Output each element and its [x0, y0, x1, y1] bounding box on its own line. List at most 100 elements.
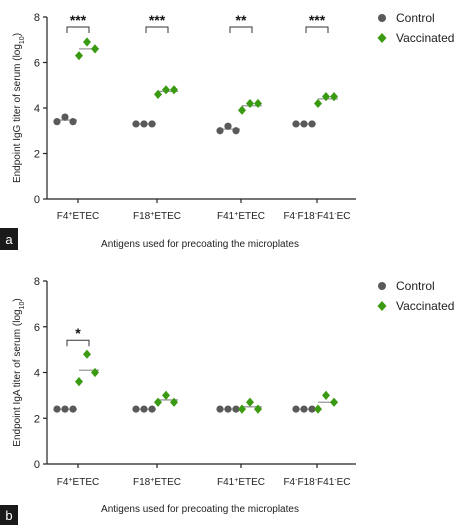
- legend-control-marker: [378, 14, 386, 22]
- significance-label: ***: [70, 12, 87, 28]
- control-point: [148, 405, 156, 413]
- significance-bracket: [66, 26, 90, 33]
- control-point: [216, 405, 224, 413]
- panel-badge-label: b: [5, 508, 12, 523]
- x-tick-label: F41+ETEC: [217, 211, 265, 223]
- x-tick-text: F41: [317, 211, 335, 222]
- x-tick-text: F4: [57, 477, 69, 488]
- legend-vaccinated-label: Vaccinated: [396, 299, 454, 313]
- control-point: [132, 405, 140, 413]
- x-tick-superscript: +: [234, 477, 238, 484]
- x-tick-text: F41: [217, 477, 235, 488]
- control-point: [232, 405, 240, 413]
- vaccinated-point: [75, 377, 83, 387]
- control-point: [69, 405, 77, 413]
- x-tick-label: F18+ETEC: [133, 477, 181, 489]
- control-point: [140, 120, 148, 128]
- vaccinated-point: [246, 397, 254, 407]
- significance-label: *: [75, 325, 81, 341]
- y-tick-label: 8: [34, 276, 40, 288]
- x-tick-superscript: -: [295, 477, 298, 484]
- significance-label: **: [236, 12, 247, 28]
- control-point: [53, 118, 61, 126]
- x-tick-label: F4+ETEC: [57, 477, 99, 489]
- vaccinated-point: [322, 390, 330, 400]
- x-tick-superscript: -: [334, 211, 337, 218]
- control-point: [232, 127, 240, 135]
- panel-badge: [0, 228, 18, 250]
- vaccinated-point: [330, 397, 338, 407]
- x-tick-text: F4: [283, 477, 295, 488]
- vaccinated-point: [162, 85, 170, 95]
- x-tick-text: ETEC: [238, 211, 265, 222]
- legend-control-marker: [378, 282, 386, 290]
- significance-bracket: [229, 26, 253, 33]
- x-tick-superscript: +: [68, 211, 72, 218]
- control-point: [61, 405, 69, 413]
- x-tick-text: F18: [297, 477, 315, 488]
- y-tick-label: 0: [34, 194, 40, 206]
- x-tick-text: ETEC: [238, 477, 265, 488]
- control-point: [292, 405, 300, 413]
- x-tick-superscript: -: [334, 477, 337, 484]
- y-tick-label: 4: [34, 368, 40, 380]
- vaccinated-point: [91, 367, 99, 378]
- x-axis-label: Antigens used for precoating the micropl…: [101, 239, 299, 250]
- x-tick-superscript: -: [315, 211, 318, 218]
- vaccinated-point: [91, 44, 99, 54]
- vaccinated-point: [83, 349, 91, 359]
- control-point: [61, 113, 69, 121]
- vaccinated-point: [330, 92, 338, 102]
- vaccinated-point: [254, 98, 262, 109]
- control-point: [292, 120, 300, 128]
- x-tick-text: F18: [133, 211, 151, 222]
- legend-vaccinated-marker: [377, 33, 387, 43]
- x-tick-text: ETEC: [73, 477, 100, 488]
- x-tick-text: ETEC: [154, 211, 181, 222]
- significance-label: ***: [309, 12, 326, 28]
- legend-vaccinated-marker: [377, 301, 387, 311]
- legend-vaccinated-label: Vaccinated: [396, 31, 454, 45]
- x-axis-label: Antigens used for precoating the micropl…: [101, 504, 299, 515]
- control-point: [300, 120, 308, 128]
- x-tick-superscript: +: [68, 477, 72, 484]
- x-tick-text: EC: [337, 211, 351, 222]
- vaccinated-point: [170, 397, 178, 407]
- control-point: [216, 127, 224, 135]
- x-tick-text: F41: [217, 211, 235, 222]
- panel-badge: [0, 505, 18, 525]
- x-tick-text: F4: [283, 211, 295, 222]
- x-tick-superscript: +: [234, 211, 238, 218]
- significance-bracket: [66, 339, 90, 347]
- y-axis-label: Endpoint IgG titer of serum (log10): [12, 33, 26, 183]
- control-point: [69, 118, 77, 126]
- control-point: [308, 405, 316, 413]
- x-tick-text: ETEC: [154, 477, 181, 488]
- vaccinated-point: [154, 89, 162, 99]
- control-point: [53, 405, 61, 413]
- x-tick-superscript: +: [150, 211, 154, 218]
- vaccinated-point: [322, 92, 330, 102]
- x-tick-text: F18: [133, 477, 151, 488]
- x-tick-label: F4+ETEC: [57, 211, 99, 223]
- control-point: [224, 405, 232, 413]
- x-tick-label: F41+ETEC: [217, 477, 265, 489]
- x-tick-superscript: +: [150, 477, 154, 484]
- control-point: [308, 120, 316, 128]
- significance-label: ***: [149, 12, 166, 28]
- y-tick-label: 4: [34, 103, 40, 115]
- y-tick-label: 6: [34, 58, 40, 70]
- vaccinated-point: [254, 404, 262, 414]
- vaccinated-point: [246, 98, 254, 109]
- vaccinated-point: [83, 37, 91, 47]
- x-tick-text: F41: [317, 477, 335, 488]
- vaccinated-point: [238, 404, 246, 414]
- y-tick-label: 8: [34, 12, 40, 24]
- vaccinated-point: [314, 98, 322, 109]
- x-tick-label: F4-F18-F41-EC: [283, 477, 350, 489]
- x-tick-superscript: -: [295, 211, 298, 218]
- y-tick-label: 2: [34, 149, 40, 161]
- vaccinated-point: [162, 390, 170, 400]
